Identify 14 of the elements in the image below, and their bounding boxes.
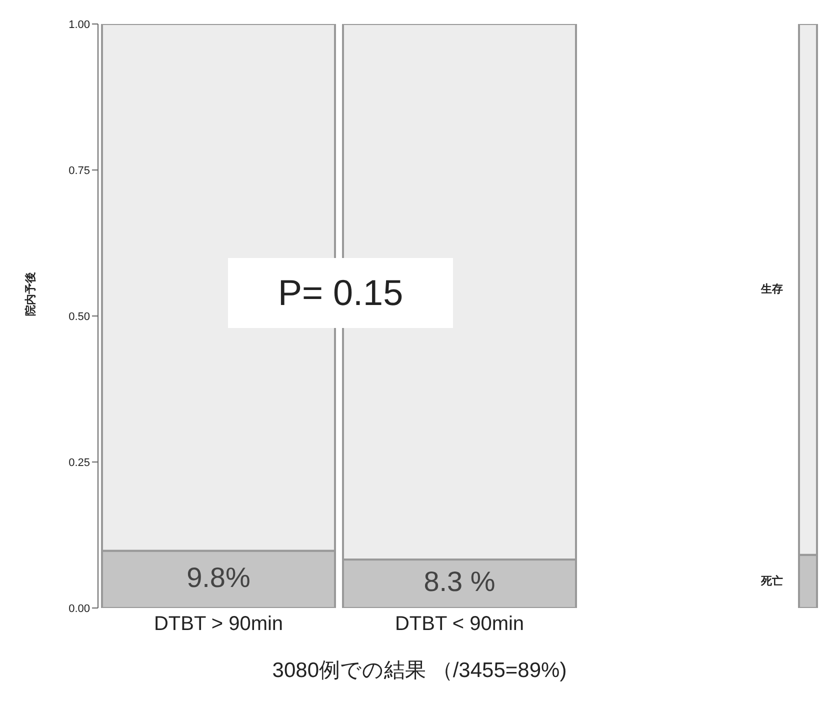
x-axis-title: 3080例での結果 （/3455=89%) (271, 658, 568, 684)
annotation: P= 0.15 (228, 258, 454, 328)
x-tick-label: DTBT > 90min (154, 613, 284, 636)
y-tick-label: 0.25 (68, 456, 90, 469)
y-tick-label: 0.75 (68, 164, 90, 177)
data-label: 8.3 % (424, 566, 496, 598)
data-label: 9.8% (186, 562, 250, 593)
y-tick-label: 0.00 (68, 602, 90, 615)
y-axis-title: 院内予後 (24, 272, 37, 316)
y-tick-label: 0.50 (68, 310, 90, 323)
series-label: 死亡 (760, 574, 783, 588)
series-label: 生存 (760, 282, 783, 296)
x-tick-label: DTBT < 90min (394, 613, 524, 636)
y-tick-label: 1.00 (68, 18, 90, 31)
